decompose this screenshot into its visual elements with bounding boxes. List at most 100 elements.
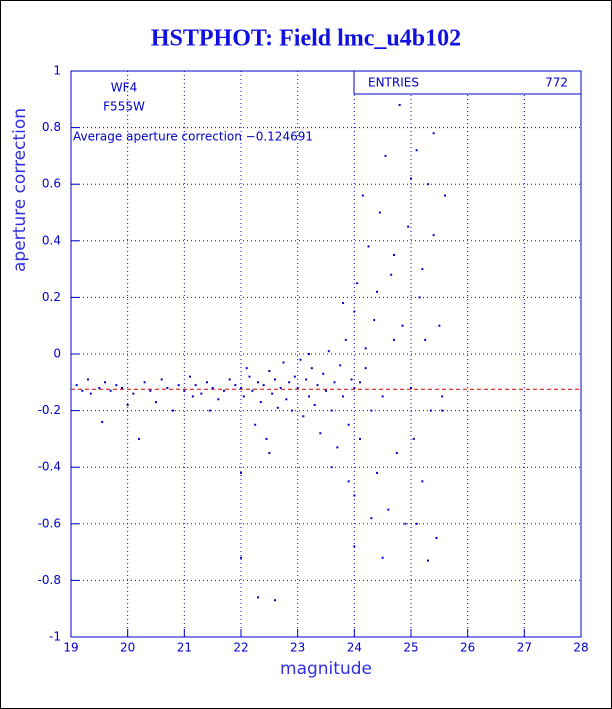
point bbox=[438, 324, 441, 327]
point bbox=[395, 452, 398, 455]
point bbox=[291, 409, 293, 412]
point bbox=[364, 367, 367, 370]
point bbox=[257, 381, 259, 384]
stats-box bbox=[353, 70, 582, 95]
point bbox=[285, 398, 288, 401]
point bbox=[177, 384, 180, 387]
point bbox=[398, 103, 401, 106]
point bbox=[268, 452, 271, 455]
point bbox=[412, 437, 415, 440]
y-tick-label: 0.4 bbox=[42, 233, 61, 247]
point bbox=[208, 409, 211, 412]
stats-value: 772 bbox=[545, 76, 568, 90]
point bbox=[274, 378, 276, 381]
point bbox=[121, 386, 123, 389]
point bbox=[274, 599, 276, 602]
point bbox=[432, 234, 435, 237]
point bbox=[143, 381, 146, 384]
point bbox=[308, 353, 310, 355]
point bbox=[353, 545, 356, 548]
point bbox=[217, 398, 220, 401]
point bbox=[296, 386, 299, 389]
y-tick-label: -0.4 bbox=[38, 460, 61, 474]
point bbox=[330, 409, 333, 412]
y-tick-label: 1 bbox=[53, 64, 61, 78]
point bbox=[115, 384, 118, 387]
annotation: F555W bbox=[103, 100, 145, 114]
point bbox=[404, 522, 407, 525]
point bbox=[356, 282, 359, 285]
point bbox=[378, 211, 381, 214]
point bbox=[248, 375, 251, 378]
y-tick-label: -0.6 bbox=[38, 516, 61, 530]
point bbox=[276, 406, 279, 409]
point bbox=[347, 423, 350, 426]
x-tick-label: 25 bbox=[403, 641, 418, 655]
point bbox=[381, 556, 384, 559]
point bbox=[319, 432, 322, 435]
x-tick-label: 28 bbox=[573, 641, 588, 655]
point bbox=[268, 369, 271, 372]
y-tick-label: -0.2 bbox=[38, 403, 61, 417]
point bbox=[189, 375, 191, 378]
point bbox=[421, 480, 424, 483]
point bbox=[407, 225, 410, 228]
point bbox=[353, 386, 356, 389]
point bbox=[254, 423, 257, 426]
point bbox=[310, 367, 313, 370]
point bbox=[410, 386, 412, 389]
x-tick-label: 21 bbox=[177, 641, 192, 655]
annotation: WF4 bbox=[111, 81, 137, 95]
point bbox=[89, 392, 92, 395]
point bbox=[183, 389, 186, 392]
point bbox=[359, 437, 361, 440]
point bbox=[282, 361, 285, 364]
point bbox=[415, 149, 418, 152]
point bbox=[98, 386, 101, 389]
point bbox=[376, 471, 378, 474]
point bbox=[427, 183, 429, 186]
x-axis-label: magnitude bbox=[280, 659, 372, 679]
point bbox=[381, 395, 384, 398]
point bbox=[421, 268, 424, 271]
point bbox=[240, 556, 242, 559]
x-tick-label: 20 bbox=[120, 641, 135, 655]
point bbox=[347, 480, 350, 483]
point bbox=[353, 494, 356, 497]
y-tick-label: -0.8 bbox=[38, 573, 61, 587]
point bbox=[370, 517, 373, 520]
point bbox=[393, 338, 395, 341]
y-axis-label: aperture correction bbox=[10, 108, 30, 272]
point bbox=[257, 596, 259, 599]
point bbox=[87, 378, 89, 381]
point bbox=[313, 403, 316, 406]
point bbox=[305, 378, 308, 381]
point bbox=[259, 401, 262, 404]
point bbox=[342, 395, 344, 398]
point bbox=[240, 386, 242, 389]
point bbox=[101, 420, 104, 423]
point bbox=[361, 194, 364, 197]
point bbox=[262, 384, 265, 387]
point bbox=[427, 559, 429, 562]
point bbox=[228, 378, 231, 381]
point bbox=[424, 338, 427, 341]
point bbox=[322, 372, 325, 375]
point bbox=[126, 403, 129, 406]
point bbox=[200, 392, 203, 395]
point bbox=[350, 378, 353, 381]
point bbox=[444, 194, 446, 197]
point bbox=[336, 446, 339, 449]
x-tick-label: 27 bbox=[517, 641, 532, 655]
y-tick-label: -1 bbox=[49, 630, 61, 644]
point bbox=[432, 132, 435, 135]
point bbox=[251, 389, 254, 392]
x-tick-label: 19 bbox=[63, 641, 78, 655]
point bbox=[166, 386, 169, 389]
point bbox=[206, 381, 208, 384]
point bbox=[333, 381, 336, 384]
x-tick-label: 24 bbox=[347, 641, 362, 655]
point bbox=[194, 384, 197, 387]
point bbox=[316, 384, 319, 387]
